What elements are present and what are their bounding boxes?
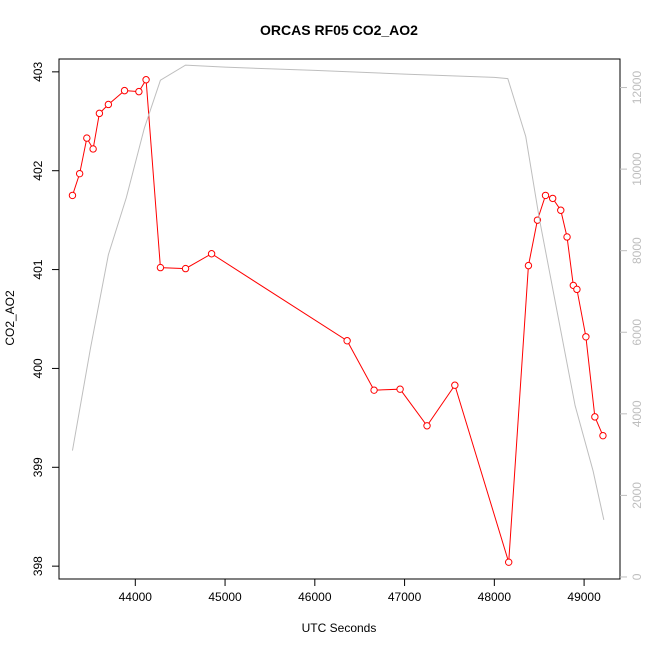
chart-title: ORCAS RF05 CO2_AO2 <box>260 22 418 38</box>
y-axis-label: CO2_AO2 <box>3 290 17 346</box>
plot-frame <box>58 58 621 580</box>
y2-tick-label: 8000 <box>630 237 644 264</box>
x-tick-label: 48000 <box>478 590 512 604</box>
data-point <box>599 431 607 440</box>
data-point <box>591 413 599 421</box>
data-point <box>104 100 113 109</box>
data-point <box>75 169 84 178</box>
y2-tick-label: 12000 <box>630 71 644 105</box>
data-point <box>582 333 590 341</box>
data-point <box>541 191 550 200</box>
y-tick-label: 400 <box>31 358 45 378</box>
data-point <box>573 285 581 294</box>
y-tick-label: 403 <box>31 62 45 82</box>
series-line-secondary <box>71 64 605 520</box>
x-tick-label: 49000 <box>567 590 601 604</box>
x-tick-label: 47000 <box>388 590 422 604</box>
data-point <box>343 337 351 345</box>
y2-tick-label: 2000 <box>630 482 644 509</box>
data-point <box>524 261 533 270</box>
data-point <box>504 558 513 566</box>
data-point <box>120 86 129 95</box>
data-point <box>83 134 91 142</box>
data-point <box>423 422 431 430</box>
y2-tick-label: 6000 <box>630 319 644 346</box>
data-point <box>89 145 97 153</box>
x-axis-label: UTC Seconds <box>302 621 377 635</box>
data-point <box>95 109 104 118</box>
y2-tick-label: 10000 <box>630 152 644 186</box>
x-tick-label: 46000 <box>298 590 332 604</box>
data-point <box>207 250 216 258</box>
data-point <box>135 87 143 96</box>
y2-tick-label: 0 <box>630 573 644 580</box>
data-point <box>451 381 459 389</box>
y-tick-label: 399 <box>31 457 45 477</box>
x-axis: 44000 45000 46000 47000 48000 49000 <box>119 579 601 604</box>
data-point <box>142 76 150 84</box>
data-point <box>557 206 565 214</box>
series-layer <box>68 64 607 566</box>
data-point <box>370 386 378 394</box>
x-tick-label: 45000 <box>208 590 242 604</box>
data-point <box>181 264 190 273</box>
data-point <box>156 263 165 272</box>
data-point <box>548 194 557 203</box>
series-line-co2 <box>71 78 604 563</box>
data-point <box>68 191 77 200</box>
y-tick-label: 398 <box>31 556 45 576</box>
data-point <box>563 233 571 241</box>
x-tick-label: 44000 <box>119 590 153 604</box>
y-axis: 398 399 400 401 402 403 <box>31 62 59 576</box>
y2-tick-label: 4000 <box>630 400 644 427</box>
y2-axis: 0 2000 4000 6000 8000 10000 12000 <box>620 71 644 580</box>
y-tick-label: 402 <box>31 160 45 180</box>
data-point <box>396 385 404 393</box>
y-tick-label: 401 <box>31 259 45 279</box>
